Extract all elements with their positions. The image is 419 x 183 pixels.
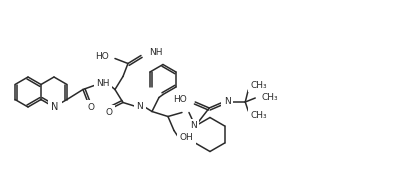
Text: O: O xyxy=(88,103,94,112)
Text: N: N xyxy=(190,122,197,130)
Text: NH: NH xyxy=(96,79,110,88)
Text: O: O xyxy=(106,108,112,117)
Text: OH: OH xyxy=(180,133,194,142)
Text: N: N xyxy=(137,102,143,111)
Text: N: N xyxy=(51,102,59,112)
Text: CH₃: CH₃ xyxy=(261,92,278,102)
Text: CH₃: CH₃ xyxy=(250,81,267,89)
Text: CH₃: CH₃ xyxy=(250,111,267,119)
Text: HO: HO xyxy=(95,52,109,61)
Text: HO: HO xyxy=(173,96,187,104)
Text: NH: NH xyxy=(149,48,163,57)
Text: N: N xyxy=(224,96,230,106)
